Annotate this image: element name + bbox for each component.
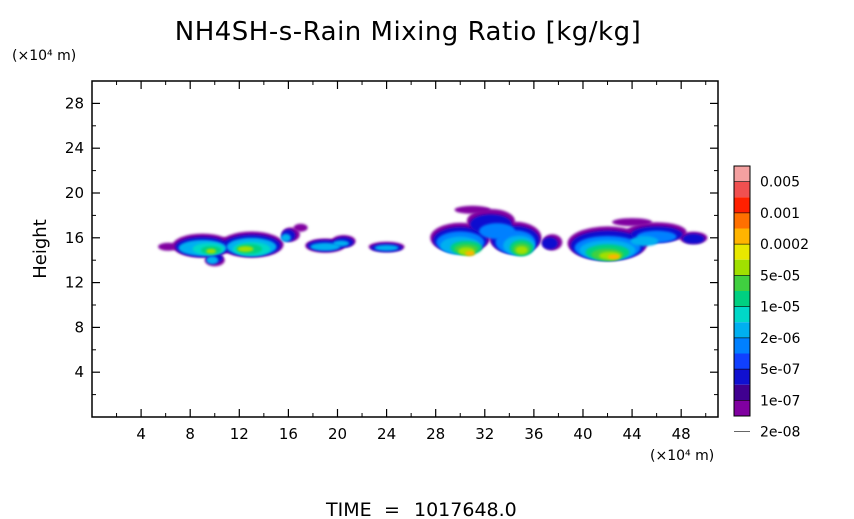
- x-tick-label: 48: [672, 425, 691, 443]
- colorbar-label: 5e-05: [760, 268, 800, 284]
- x-tick-label: 28: [426, 425, 445, 443]
- colorbar-swatch: [734, 166, 750, 182]
- right-cloud: [607, 254, 620, 260]
- x-tick-label: 36: [524, 425, 543, 443]
- y-axis-label: Height: [30, 219, 51, 279]
- y-tick-label: 20: [65, 184, 84, 202]
- chart-title: NH4SH-s-Rain Mixing Ratio [kg/kg]: [175, 17, 642, 47]
- colorbar-swatch: [734, 337, 750, 354]
- y-axis: 4 8 12 16 20 24 28: [65, 94, 718, 396]
- colorbar-label: 1e-05: [760, 300, 800, 316]
- x-tick-label: 4: [136, 425, 146, 443]
- x-tick-label: 44: [623, 425, 642, 443]
- x-tick-label: 24: [377, 425, 396, 443]
- y-tick-label: 28: [65, 94, 84, 112]
- colorbar-swatch: [734, 353, 750, 370]
- colorbar: 0.005 0.001 0.0002 5e-05 1e-05 2e-06 5e-07 1e-0…: [733, 165, 809, 441]
- center-cloud: [515, 246, 528, 255]
- x-tick-label: 16: [279, 425, 298, 443]
- left-cloud: [206, 248, 217, 254]
- y-tick-label: 4: [74, 363, 84, 381]
- x-tick-label: 8: [185, 425, 195, 443]
- colorbar-swatch: [734, 384, 750, 401]
- colorbar-label: 1e-07: [760, 393, 800, 409]
- y-tick-label: 12: [65, 274, 84, 292]
- time-label: TIME: [325, 499, 372, 519]
- x-tick-label: 20: [328, 425, 347, 443]
- mid-cloud-1: [333, 240, 350, 247]
- colorbar-label: 5e-07: [760, 362, 800, 378]
- right-cloud: [682, 233, 705, 244]
- center-cloud: [465, 250, 476, 256]
- right-cloud: [612, 218, 653, 227]
- center-cloud: [454, 205, 491, 214]
- y-tick-label: 8: [74, 318, 84, 336]
- x-unit-label: (×10⁴ m): [650, 448, 714, 464]
- colorbar-label: 0.0002: [760, 237, 809, 253]
- colorbar-swatch: [734, 197, 750, 213]
- plot-frame: [91, 80, 719, 418]
- colorbar-label: 2e-08: [760, 425, 800, 441]
- colorbar-swatch: [734, 275, 750, 291]
- cloud-field: [158, 205, 708, 267]
- colorbar-swatch: [734, 212, 750, 229]
- colorbar-swatch: [734, 228, 750, 245]
- left-cloud: [293, 223, 308, 232]
- left-cloud: [237, 246, 254, 252]
- colorbar-swatch: [734, 291, 750, 307]
- colorbar-frame: [733, 165, 751, 417]
- x-tick-label: 12: [230, 425, 249, 443]
- colorbar-swatch: [734, 181, 750, 198]
- x-tick-label: 40: [573, 425, 592, 443]
- colorbar-label: 0.005: [760, 175, 800, 191]
- colorbar-swatch: [734, 244, 750, 260]
- colorbar-label: 0.001: [760, 206, 800, 222]
- left-cloud: [206, 256, 219, 265]
- colorbar-swatch: [734, 259, 750, 276]
- colorbar-swatch: [734, 400, 750, 416]
- time-value: 1017648.0: [414, 499, 517, 519]
- colorbar-swatch: [734, 306, 750, 323]
- colorbar-label: 2e-06: [760, 331, 800, 347]
- x-tick-label: 32: [475, 425, 494, 443]
- mid-cloud-2: [374, 244, 399, 251]
- x-axis: 4 8 12 16 20 24 28 32 36 40 44 48: [116, 81, 707, 443]
- colorbar-swatch: [734, 322, 750, 338]
- center-cloud: [541, 237, 558, 250]
- y-unit-label: (×10⁴ m): [12, 48, 76, 64]
- right-cloud: [630, 236, 659, 247]
- time-equals: =: [384, 499, 400, 519]
- y-tick-label: 16: [65, 229, 84, 247]
- colorbar-swatch: [734, 369, 750, 385]
- left-cloud: [280, 233, 291, 242]
- y-tick-label: 24: [65, 139, 84, 157]
- mid-cloud-1: [310, 242, 341, 251]
